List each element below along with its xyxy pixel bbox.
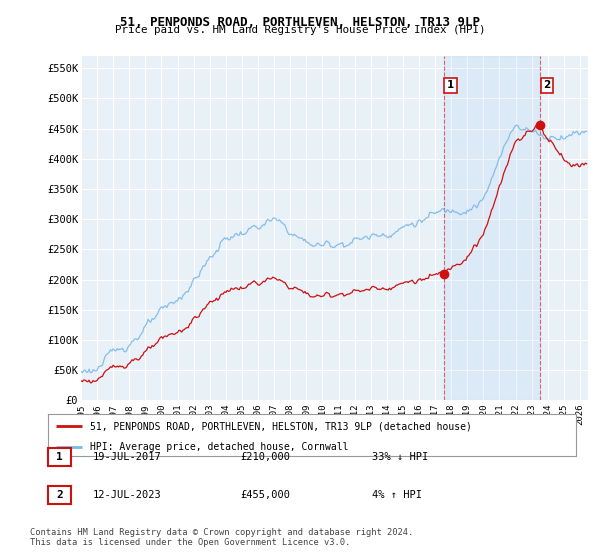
Text: 2: 2	[544, 80, 551, 90]
Text: £455,000: £455,000	[240, 490, 290, 500]
Text: 33% ↓ HPI: 33% ↓ HPI	[372, 452, 428, 462]
Text: 51, PENPONDS ROAD, PORTHLEVEN, HELSTON, TR13 9LP: 51, PENPONDS ROAD, PORTHLEVEN, HELSTON, …	[120, 16, 480, 29]
Text: £210,000: £210,000	[240, 452, 290, 462]
Text: HPI: Average price, detached house, Cornwall: HPI: Average price, detached house, Corn…	[90, 442, 349, 452]
Text: 51, PENPONDS ROAD, PORTHLEVEN, HELSTON, TR13 9LP (detached house): 51, PENPONDS ROAD, PORTHLEVEN, HELSTON, …	[90, 421, 472, 431]
Text: Contains HM Land Registry data © Crown copyright and database right 2024.
This d: Contains HM Land Registry data © Crown c…	[30, 528, 413, 547]
Text: 4% ↑ HPI: 4% ↑ HPI	[372, 490, 422, 500]
Text: 12-JUL-2023: 12-JUL-2023	[93, 490, 162, 500]
Text: 19-JUL-2017: 19-JUL-2017	[93, 452, 162, 462]
Text: 1: 1	[56, 452, 63, 462]
Bar	[444, 56, 541, 400]
Text: Price paid vs. HM Land Registry's House Price Index (HPI): Price paid vs. HM Land Registry's House …	[115, 25, 485, 35]
Text: 2: 2	[56, 490, 63, 500]
Text: 1: 1	[447, 80, 454, 90]
